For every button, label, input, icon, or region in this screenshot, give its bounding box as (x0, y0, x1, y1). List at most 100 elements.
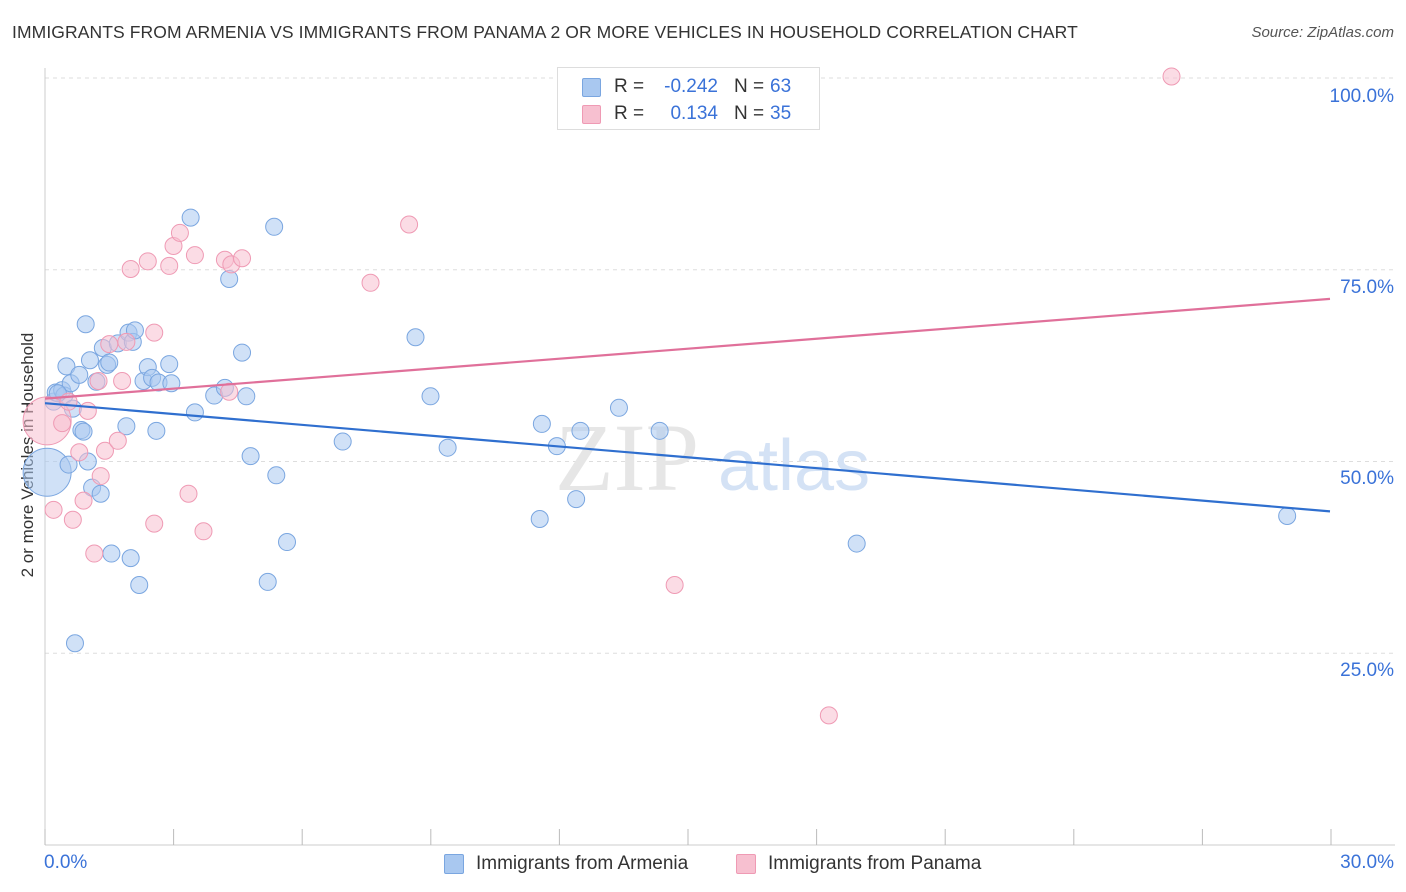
panama-point (665, 575, 684, 594)
r-label: R = (614, 103, 645, 124)
armenia-n-value: 63 (770, 76, 792, 97)
armenia-point (91, 484, 110, 503)
armenia-point (65, 634, 84, 653)
armenia-point (265, 217, 284, 236)
panama-point (160, 256, 179, 275)
panama-point (170, 223, 189, 242)
panama-n-value: 35 (770, 103, 792, 124)
armenia-point (650, 421, 669, 440)
panama-point (185, 246, 204, 265)
panama-point (108, 431, 127, 450)
panama-r-value: 0.134 (670, 103, 718, 124)
armenia-point (237, 387, 256, 406)
armenia-point (80, 351, 99, 370)
armenia-point (117, 417, 136, 436)
y-tick-100: 100.0% (1329, 86, 1394, 107)
armenia-point (59, 455, 78, 474)
armenia-point (57, 357, 76, 376)
panama-point (74, 491, 93, 510)
armenia-trend-line (44, 402, 1331, 513)
armenia-point (258, 572, 277, 591)
legend-armenia-label: Immigrants from Armenia (476, 853, 689, 874)
armenia-point (74, 422, 93, 441)
armenia-point (530, 510, 549, 529)
panama-point (220, 382, 239, 401)
panama-point (22, 396, 72, 446)
stats-row-panama: R = 0.134 N = 35 (558, 102, 819, 126)
panama-trend-line (44, 297, 1331, 400)
panama-point (117, 332, 136, 351)
panama-point (53, 414, 72, 433)
panama-point (70, 443, 89, 462)
panama-point (78, 401, 97, 420)
armenia-point (70, 365, 89, 384)
legend-armenia-swatch (444, 854, 464, 874)
legend-panama-swatch (736, 854, 756, 874)
panama-swatch (582, 105, 601, 124)
source-credit: Source: ZipAtlas.com (1251, 24, 1394, 41)
panama-point (113, 371, 132, 390)
stats-row-armenia: R = -0.242 N = 63 (558, 75, 819, 99)
panama-point (145, 514, 164, 533)
armenia-point (847, 534, 866, 553)
armenia-point (147, 421, 166, 440)
armenia-point (406, 328, 425, 347)
panama-point (138, 252, 157, 271)
correlation-stats-box: R = -0.242 N = 63 R = 0.134 N = 35 (557, 67, 820, 130)
series-panama-points (22, 67, 1181, 725)
panama-point (194, 522, 213, 541)
armenia-point (121, 549, 140, 568)
panama-point (233, 249, 252, 268)
panama-point (121, 259, 140, 278)
armenia-point (571, 421, 590, 440)
armenia-point (102, 544, 121, 563)
trend-lines (44, 297, 1331, 513)
panama-point (89, 371, 108, 390)
panama-point (63, 510, 82, 529)
panama-point (95, 441, 114, 460)
panama-point (1162, 67, 1181, 86)
panama-point (819, 706, 838, 725)
armenia-point (76, 315, 95, 334)
chart-title: IMMIGRANTS FROM ARMENIA VS IMMIGRANTS FR… (12, 22, 1078, 42)
gridlines (45, 77, 1395, 654)
panama-point (145, 323, 164, 342)
armenia-point (100, 353, 119, 372)
series-armenia-points (22, 208, 1297, 653)
panama-point (91, 467, 110, 486)
armenia-point (609, 398, 628, 417)
y-tick-75: 75.0% (1340, 277, 1394, 298)
watermark: ZIP atlas (555, 404, 870, 511)
panama-point (179, 484, 198, 503)
n-label: N = (734, 76, 765, 97)
armenia-point (421, 387, 440, 406)
armenia-point (333, 432, 352, 451)
legend-panama-label: Immigrants from Panama (768, 853, 982, 874)
armenia-point (532, 414, 551, 433)
armenia-r-value: -0.242 (664, 76, 718, 97)
armenia-point (241, 447, 260, 466)
armenia-point (567, 490, 586, 509)
r-label: R = (614, 76, 645, 97)
armenia-point (438, 438, 457, 457)
panama-point (85, 544, 104, 563)
armenia-point (1278, 506, 1297, 525)
y-tick-25: 25.0% (1340, 660, 1394, 681)
armenia-point (267, 466, 286, 485)
armenia-point (185, 403, 204, 422)
armenia-point (130, 575, 149, 594)
panama-point (400, 215, 419, 234)
panama-point (100, 335, 119, 354)
n-label: N = (734, 103, 765, 124)
panama-point (44, 500, 63, 519)
x-tick-max: 30.0% (1340, 852, 1394, 873)
armenia-point (160, 355, 179, 374)
armenia-point (181, 208, 200, 227)
x-tick-min: 0.0% (44, 852, 88, 873)
armenia-swatch (582, 78, 601, 97)
armenia-point (233, 343, 252, 362)
y-tick-50: 50.0% (1340, 468, 1394, 489)
panama-point (361, 273, 380, 292)
armenia-point (278, 533, 297, 552)
